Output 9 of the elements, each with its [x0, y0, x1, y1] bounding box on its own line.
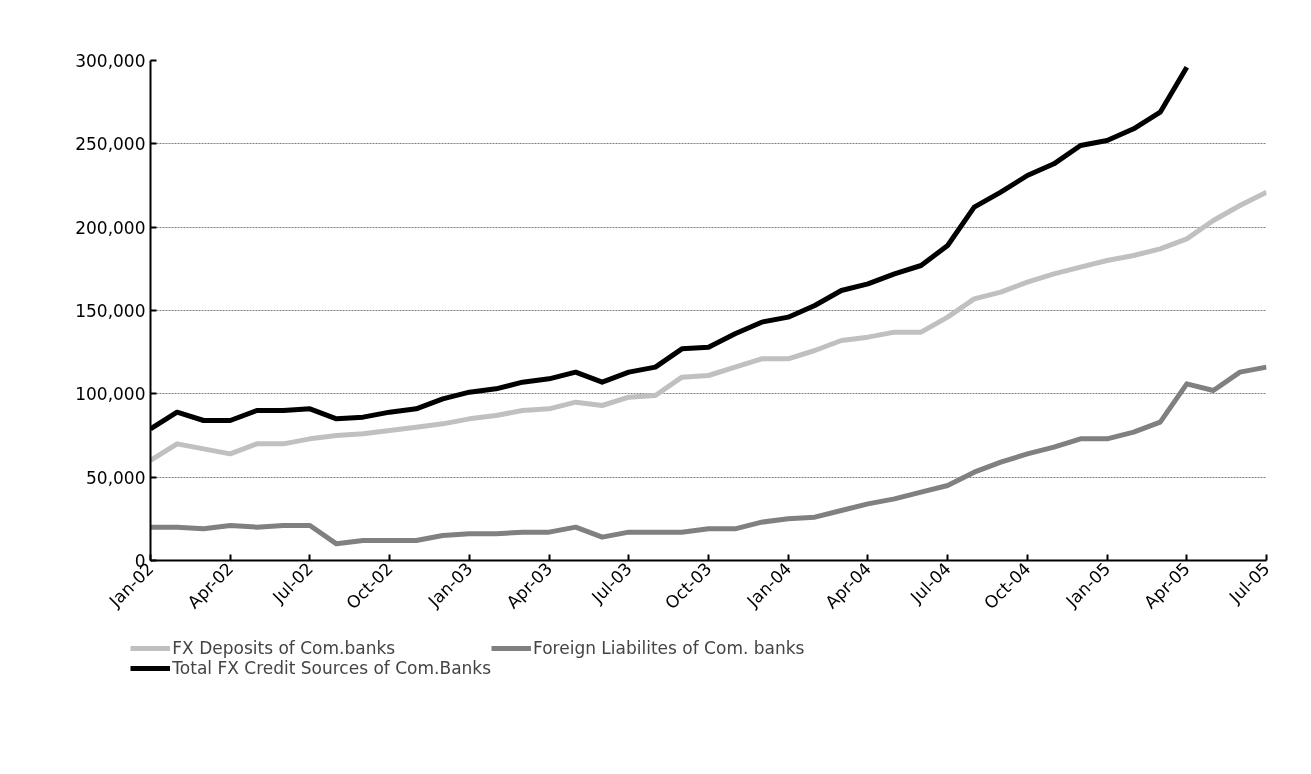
y-tick-label: 250,000 — [75, 134, 146, 155]
legend-label: Total FX Credit Sources of Com.Banks — [172, 658, 492, 678]
legend-label: Foreign Liabilites of Com. banks — [533, 638, 805, 658]
y-tick-label: 50,000 — [86, 467, 146, 488]
legend-label: FX Deposits of Com.banks — [172, 638, 396, 658]
y-tick-label: 300,000 — [75, 51, 146, 71]
y-tick-label: 100,000 — [75, 384, 146, 405]
y-tick-label: 200,000 — [75, 217, 146, 238]
y-tick-label: 150,000 — [75, 301, 146, 321]
